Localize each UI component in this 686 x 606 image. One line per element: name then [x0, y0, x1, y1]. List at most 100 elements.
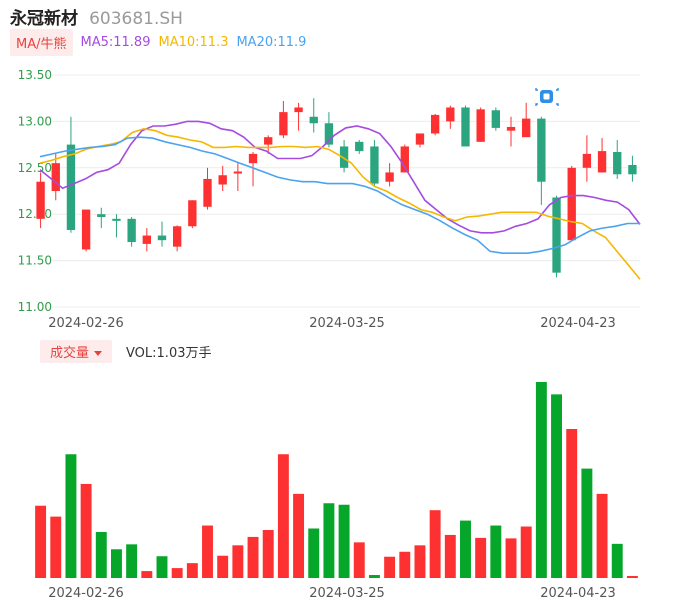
volume-bar[interactable]: [626, 576, 638, 578]
ma-mode-button[interactable]: MA/牛熊: [10, 28, 73, 56]
candle[interactable]: [582, 135, 592, 182]
volume-bar[interactable]: [156, 556, 168, 578]
candle[interactable]: [324, 112, 334, 148]
candle[interactable]: [309, 98, 318, 133]
volume-bar[interactable]: [566, 429, 578, 578]
candle-body: [537, 118, 546, 182]
candle[interactable]: [370, 139, 379, 187]
candle[interactable]: [415, 133, 425, 148]
price-x-tick-label: 2024-03-25: [309, 316, 385, 331]
volume-bar[interactable]: [399, 551, 411, 578]
candle[interactable]: [97, 207, 106, 229]
volume-bar[interactable]: [596, 493, 608, 578]
volume-bar[interactable]: [308, 528, 320, 579]
candle-body: [491, 110, 501, 128]
candle[interactable]: [112, 214, 121, 238]
candle[interactable]: [522, 102, 531, 138]
volume-bar[interactable]: [551, 394, 563, 578]
candle[interactable]: [537, 116, 546, 205]
volume-badge-label: 成交量: [50, 345, 90, 361]
candle[interactable]: [430, 113, 440, 136]
candle-body: [628, 165, 637, 175]
candle[interactable]: [81, 209, 91, 252]
volume-bar[interactable]: [232, 545, 244, 578]
volume-bar[interactable]: [338, 504, 350, 578]
candle[interactable]: [172, 225, 182, 252]
candle-body: [385, 172, 394, 182]
volume-bar[interactable]: [429, 510, 441, 578]
candle[interactable]: [66, 116, 76, 233]
candle[interactable]: [294, 102, 303, 131]
candle[interactable]: [233, 163, 243, 191]
volume-bar[interactable]: [262, 529, 274, 578]
volume-bar[interactable]: [323, 503, 335, 578]
candle[interactable]: [188, 200, 197, 229]
volume-bar[interactable]: [490, 525, 502, 578]
volume-bar[interactable]: [186, 563, 198, 578]
candle[interactable]: [218, 165, 227, 191]
candle-body: [142, 235, 151, 244]
volume-bar[interactable]: [126, 544, 138, 578]
volume-bar[interactable]: [277, 454, 289, 578]
candle[interactable]: [279, 100, 288, 139]
volume-bar[interactable]: [460, 520, 471, 578]
volume-bar[interactable]: [35, 505, 47, 578]
volume-bar[interactable]: [414, 545, 426, 578]
candle[interactable]: [476, 107, 485, 142]
candle[interactable]: [385, 163, 394, 187]
volume-bar[interactable]: [95, 531, 107, 578]
volume-bar[interactable]: [520, 526, 532, 578]
volume-bar[interactable]: [444, 534, 456, 578]
volume-bar[interactable]: [611, 543, 623, 578]
candle-body: [218, 175, 227, 185]
volume-bar[interactable]: [80, 483, 92, 578]
volume-bar[interactable]: [581, 468, 593, 578]
candle[interactable]: [264, 135, 273, 154]
volume-bar[interactable]: [505, 538, 517, 578]
volume-bar[interactable]: [141, 571, 153, 578]
candle-body: [309, 116, 318, 124]
candle-body: [552, 197, 561, 273]
volume-bar[interactable]: [217, 555, 229, 578]
ma10-label: MA10:11.3: [158, 34, 229, 50]
volume-indicator-dropdown[interactable]: 成交量: [40, 339, 113, 363]
candle[interactable]: [203, 167, 212, 210]
candle-body: [522, 118, 531, 138]
candle[interactable]: [461, 105, 470, 147]
candle[interactable]: [339, 139, 349, 173]
candle[interactable]: [142, 228, 151, 252]
candle[interactable]: [506, 116, 516, 147]
volume-bar[interactable]: [50, 516, 62, 578]
candle[interactable]: [355, 139, 364, 154]
candle[interactable]: [613, 139, 622, 179]
volume-bar[interactable]: [535, 381, 547, 578]
candle[interactable]: [51, 153, 60, 201]
candlestick-chart[interactable]: 13.50 13.00 12.50 12.00 11.50 11.00 2024-02-26…: [0, 0, 686, 340]
candle-body: [582, 153, 592, 168]
volume-bar[interactable]: [475, 537, 487, 578]
volume-bar[interactable]: [110, 549, 122, 578]
candle[interactable]: [628, 155, 637, 182]
candle[interactable]: [36, 172, 45, 229]
candle[interactable]: [127, 216, 136, 247]
candle-body: [172, 226, 182, 247]
volume-bar[interactable]: [353, 542, 365, 578]
volume-bar[interactable]: [65, 454, 77, 578]
candle[interactable]: [157, 221, 167, 247]
volume-bar[interactable]: [202, 525, 213, 578]
volume-bar[interactable]: [368, 575, 380, 578]
volume-x-tick-label: 2024-03-25: [309, 586, 385, 601]
volume-bar[interactable]: [293, 493, 305, 578]
volume-bar[interactable]: [247, 536, 259, 578]
candle[interactable]: [446, 105, 455, 129]
candle[interactable]: [597, 138, 607, 173]
candle[interactable]: [567, 165, 576, 241]
volume-bar[interactable]: [171, 568, 183, 578]
candle[interactable]: [248, 152, 258, 187]
event-marker-icon[interactable]: [535, 88, 559, 106]
candle-body: [66, 144, 76, 230]
candle[interactable]: [552, 195, 561, 278]
volume-bar[interactable]: [384, 556, 396, 578]
candle[interactable]: [491, 107, 501, 131]
candle-body: [112, 218, 121, 221]
